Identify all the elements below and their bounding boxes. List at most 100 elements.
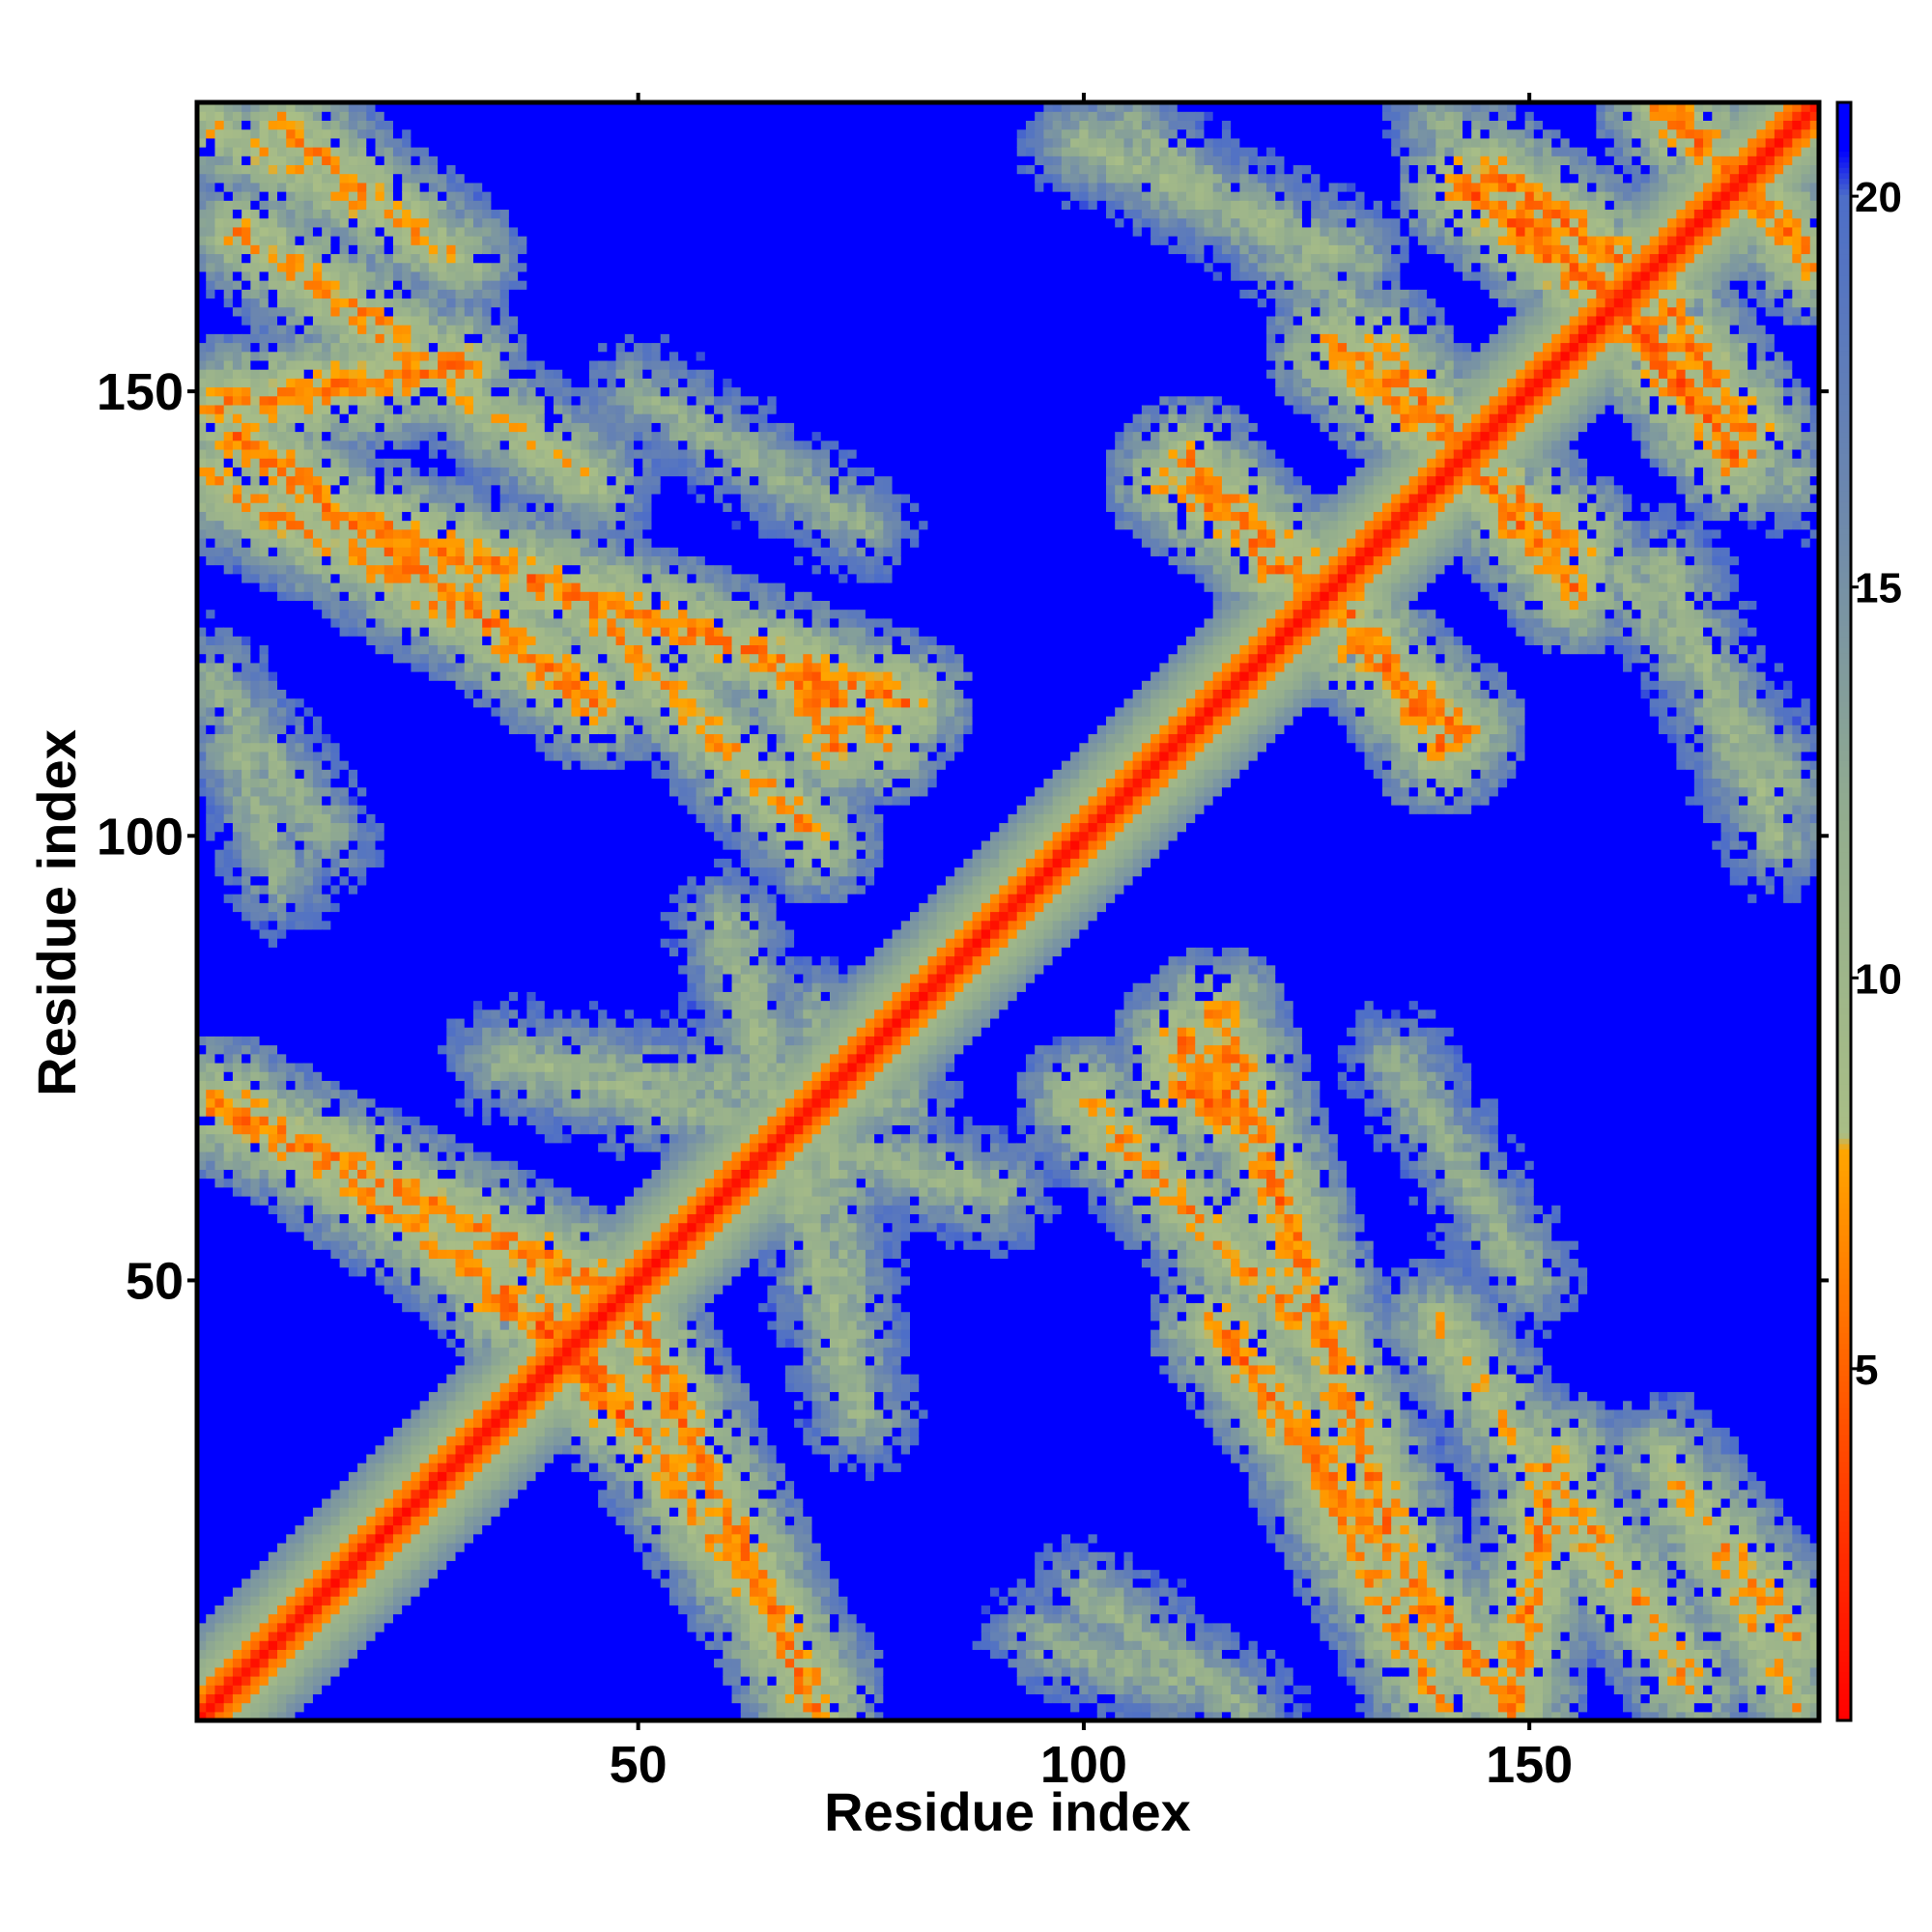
heatmap-cell [233, 1205, 242, 1214]
heatmap-cell [206, 156, 215, 165]
heatmap-cell [304, 769, 314, 779]
heatmap-cell [214, 1401, 224, 1410]
heatmap-cell [286, 298, 296, 307]
heatmap-cell [233, 1090, 242, 1099]
heatmap-cell [330, 1302, 340, 1312]
heatmap-cell [366, 921, 376, 930]
heatmap-cell [206, 1134, 215, 1144]
heatmap-cell [250, 529, 260, 539]
heatmap-cell [233, 253, 242, 263]
heatmap-cell [242, 733, 251, 743]
heatmap-cell [349, 360, 358, 370]
heatmap-cell [340, 1276, 350, 1286]
heatmap-cell [384, 716, 394, 725]
heatmap-cell [357, 413, 367, 423]
heatmap-cell [304, 858, 314, 867]
heatmap-cell [304, 1703, 314, 1713]
heatmap-cell [340, 778, 350, 787]
heatmap-cell [349, 716, 358, 725]
heatmap-cell [304, 760, 314, 770]
heatmap-cell [260, 111, 270, 121]
heatmap-cell [313, 467, 323, 476]
heatmap-cell [330, 663, 340, 672]
heatmap-cell [269, 1240, 278, 1250]
heatmap-cell [214, 1232, 224, 1241]
heatmap-cell [349, 1071, 358, 1081]
heatmap-cell [214, 1151, 224, 1161]
heatmap-cell [295, 1293, 304, 1303]
heatmap-cell [349, 1703, 358, 1713]
heatmap-cell [322, 1640, 331, 1650]
heatmap-cell [250, 449, 260, 459]
heatmap-cell [269, 432, 278, 441]
heatmap-cell [313, 1098, 323, 1108]
heatmap-cell [295, 912, 304, 922]
heatmap-cell [242, 494, 251, 503]
heatmap-cell [340, 263, 350, 272]
heatmap-cell [214, 1623, 224, 1633]
heatmap-cell [384, 1302, 394, 1312]
heatmap-cell [242, 253, 251, 263]
heatmap-cell [304, 147, 314, 156]
heatmap-cell [322, 1018, 331, 1028]
heatmap-cell [286, 618, 296, 628]
heatmap-cell [366, 1169, 376, 1179]
heatmap-cell [366, 1427, 376, 1436]
heatmap-cell [340, 1063, 350, 1072]
heatmap-cell [322, 1445, 331, 1455]
heatmap-cell [233, 209, 242, 218]
heatmap-cell [330, 1267, 340, 1277]
heatmap-cell [322, 227, 331, 237]
heatmap-cell [313, 1302, 323, 1312]
heatmap-cell [260, 1107, 270, 1117]
heatmap-cell [304, 565, 314, 575]
heatmap-cell [313, 1329, 323, 1339]
heatmap-cell [376, 1063, 385, 1072]
heatmap-cell [295, 422, 304, 432]
heatmap-cell [376, 1463, 385, 1472]
heatmap-cell [242, 787, 251, 797]
heatmap-cell [214, 1454, 224, 1463]
heatmap-cell [357, 724, 367, 734]
heatmap-cell [349, 1205, 358, 1214]
heatmap-cell [277, 1107, 287, 1117]
heatmap-cell [286, 636, 296, 645]
heatmap-cell [269, 1481, 278, 1491]
heatmap-cell [277, 1160, 287, 1170]
heatmap-cell [304, 654, 314, 664]
heatmap-cell [330, 1124, 340, 1134]
heatmap-cell [277, 1435, 287, 1445]
heatmap-cell [376, 902, 385, 912]
heatmap-cell [206, 760, 215, 770]
heatmap-cell [322, 476, 331, 486]
heatmap-cell [313, 1187, 323, 1197]
heatmap-cell [349, 1356, 358, 1366]
heatmap-cell [269, 1293, 278, 1303]
heatmap-cell [242, 760, 251, 770]
heatmap-cell [322, 1418, 331, 1428]
heatmap-cell [304, 244, 314, 254]
heatmap-cell [330, 1321, 340, 1330]
heatmap-cell [214, 511, 224, 521]
heatmap-cell [357, 1063, 367, 1072]
heatmap-cell [286, 476, 296, 486]
heatmap-cell [313, 1347, 323, 1356]
heatmap-cell [366, 1543, 376, 1552]
heatmap-cell [277, 1134, 287, 1144]
heatmap-cell [260, 1551, 270, 1561]
heatmap-cell [233, 778, 242, 787]
heatmap-cell [286, 894, 296, 903]
heatmap-cell [376, 698, 385, 708]
heatmap-cell [242, 538, 251, 548]
heatmap-cell [313, 1036, 323, 1045]
heatmap-cell [269, 796, 278, 806]
heatmap-cell [304, 342, 314, 352]
heatmap-cell [376, 1435, 385, 1445]
heatmap-cell [304, 1036, 314, 1045]
heatmap-cell [330, 1374, 340, 1383]
heatmap-cell [340, 610, 350, 619]
heatmap-cell [260, 413, 270, 423]
heatmap-cell [277, 698, 287, 708]
heatmap-cell [366, 1605, 376, 1614]
heatmap-cell [206, 1160, 215, 1170]
